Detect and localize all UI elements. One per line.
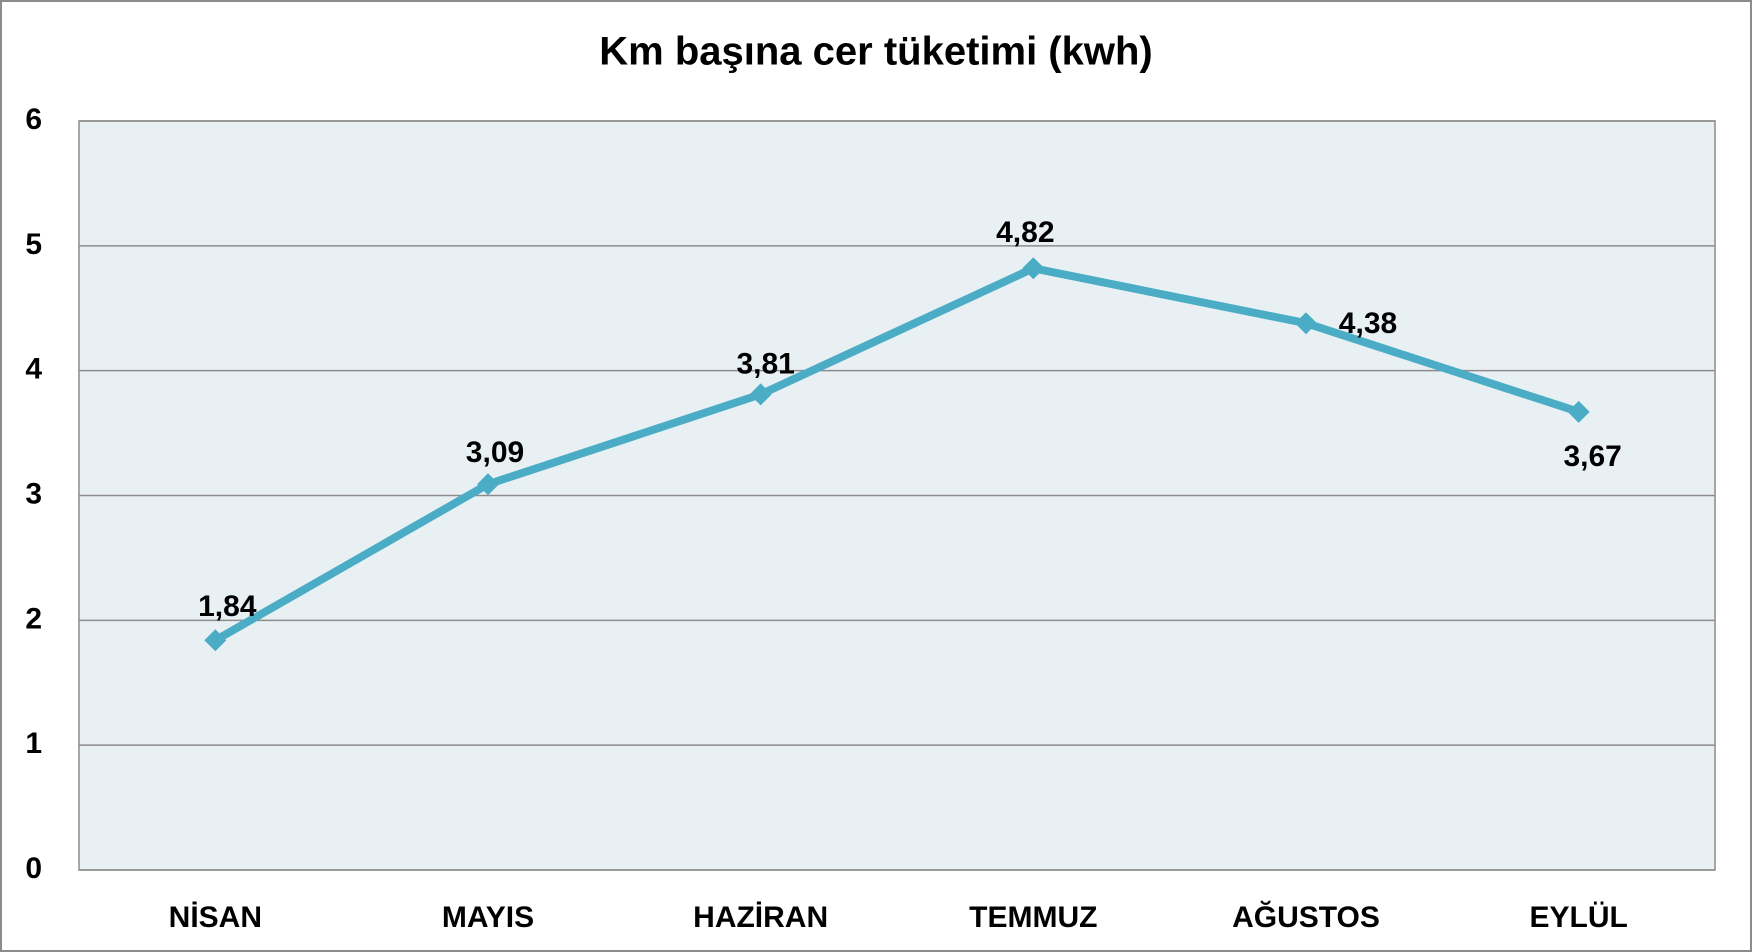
- x-tick-label: AĞUSTOS: [1232, 900, 1380, 934]
- data-label: 1,84: [198, 590, 257, 623]
- y-tick-label: 6: [25, 103, 42, 136]
- y-tick-label: 1: [25, 727, 42, 760]
- data-label: 3,67: [1563, 440, 1621, 473]
- data-label: 3,81: [736, 347, 794, 380]
- data-label: 4,82: [996, 216, 1054, 249]
- marker: [1022, 257, 1045, 280]
- x-tick-label: EYLÜL: [1529, 901, 1627, 934]
- marker: [204, 629, 227, 652]
- y-tick-label: 0: [25, 852, 42, 885]
- y-tick-label: 4: [25, 353, 42, 386]
- data-label: 3,09: [466, 436, 524, 469]
- x-tick-label: MAYIS: [442, 901, 534, 934]
- y-tick-label: 2: [25, 602, 42, 635]
- marker: [477, 473, 499, 496]
- marker: [1567, 400, 1590, 423]
- marker: [1295, 312, 1317, 335]
- y-tick-label: 5: [25, 228, 42, 261]
- marker: [749, 383, 772, 406]
- x-tick-label: TEMMUZ: [969, 901, 1097, 934]
- y-tick-label: 3: [25, 477, 42, 510]
- chart-title: Km başına cer tüketimi (kwh): [599, 30, 1152, 74]
- line: [213, 264, 1580, 644]
- x-tick-label: HAZİRAN: [693, 901, 828, 934]
- x-tick-label: NİSAN: [169, 901, 262, 934]
- data-label: 4,38: [1339, 307, 1397, 340]
